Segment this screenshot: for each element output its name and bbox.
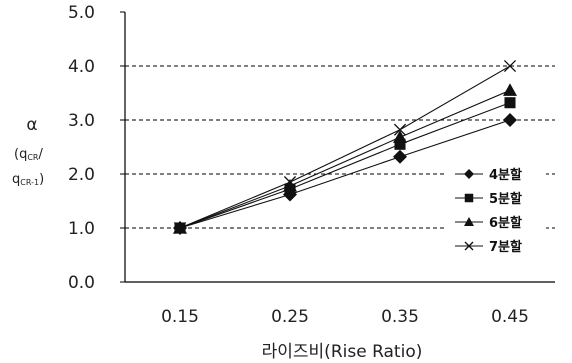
- series-line-0: [179, 119, 511, 229]
- data-series: [173, 59, 517, 235]
- legend-marker-3: [464, 241, 474, 251]
- x-tick-label-0: 0.15: [161, 307, 199, 327]
- point-s1-2: [394, 138, 406, 150]
- y-tick-label-5: 5.0: [68, 3, 95, 23]
- series-line-3: [179, 65, 511, 229]
- legend-label-2: 6분할: [489, 215, 522, 231]
- point-s2-3: [503, 83, 517, 96]
- axes: [120, 11, 555, 283]
- point-s3-2: [393, 123, 407, 136]
- point-s3-3: [503, 59, 517, 73]
- series-line-2: [179, 89, 511, 229]
- x-tick-label-3: 0.45: [491, 307, 529, 327]
- point-s3-1: [283, 176, 297, 189]
- y-tick-label-0: 0.0: [68, 273, 95, 293]
- legend-label-0: 4분할: [489, 167, 522, 183]
- y-axis-title-alpha: α: [26, 115, 37, 135]
- x-tick-label-2: 0.35: [381, 307, 419, 327]
- point-s1-3: [504, 97, 516, 109]
- legend-label-1: 5분할: [489, 191, 522, 207]
- y-axis-title-denominator: qCR-1): [12, 172, 44, 187]
- x-tick-label-1: 0.25: [271, 307, 309, 327]
- y-axis-title-numerator: (qCR/: [14, 147, 44, 162]
- y-tick-labels: 0.0 1.0 2.0 3.0 4.0 5.0: [68, 3, 95, 293]
- series-line-1: [179, 102, 511, 229]
- y-tick-label-1: 1.0: [68, 219, 95, 239]
- x-tick-labels: 0.15 0.25 0.35 0.45: [161, 307, 529, 327]
- legend: 4분할 5분할 6분할 7분할: [446, 163, 546, 267]
- point-s2-2: [393, 130, 407, 143]
- y-tick-label-3: 3.0: [68, 111, 95, 131]
- y-tick-label-2: 2.0: [68, 165, 95, 185]
- legend-marker-0: [464, 169, 474, 179]
- legend-marker-2: [464, 217, 474, 226]
- legend-box: [446, 163, 546, 267]
- x-axis-title: 라이즈비(Rise Ratio): [262, 342, 423, 362]
- y-tick-label-4: 4.0: [68, 57, 95, 77]
- point-s3-0: [173, 221, 187, 235]
- point-s2-1: [283, 178, 297, 192]
- point-s0-2: [393, 149, 407, 164]
- point-s0-3: [503, 113, 517, 127]
- y-axis-title: α (qCR/ qCR-1): [12, 115, 44, 187]
- legend-label-3: 7분할: [489, 239, 522, 255]
- legend-marker-1: [464, 193, 474, 203]
